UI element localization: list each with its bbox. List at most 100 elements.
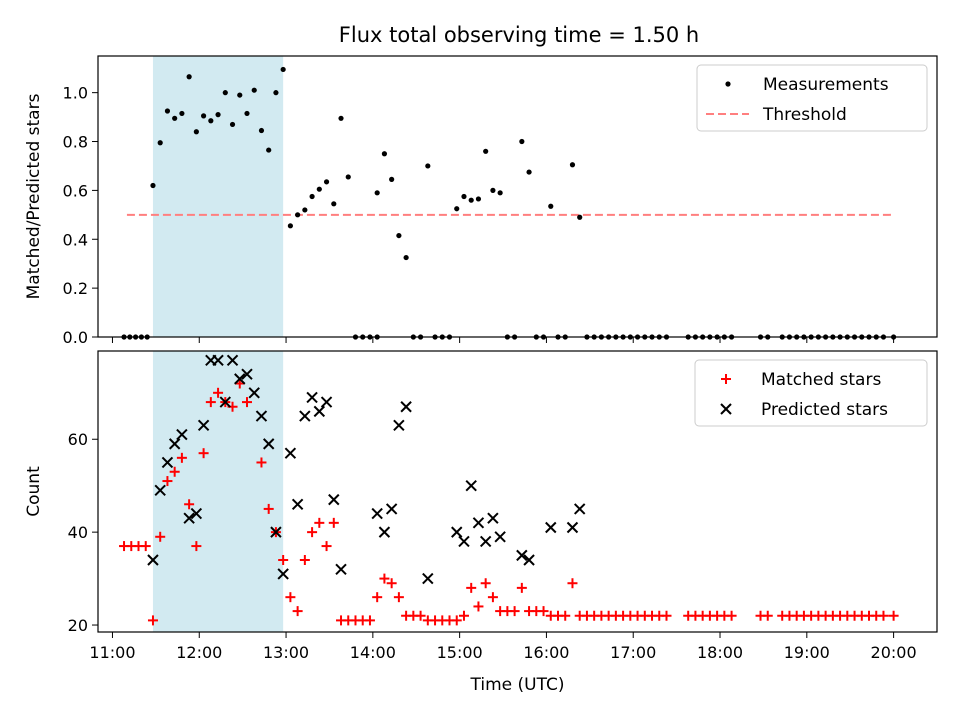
predicted-star-mark-b (262, 438, 275, 450)
measurement-point (316, 186, 322, 192)
predicted-star-point (183, 512, 195, 524)
predicted-star-mark-b (190, 507, 203, 520)
matched-star-point (372, 592, 383, 603)
predicted-star-mark-b (284, 447, 297, 459)
predicted-star-point (234, 373, 246, 385)
predicted-star-mark-b (545, 521, 557, 534)
predicted-star-mark-b (393, 419, 405, 432)
x-tick-label: 15:00 (437, 643, 483, 662)
matched-star-point (415, 610, 426, 621)
predicted-star-point (219, 396, 232, 408)
matched-star-point (364, 615, 375, 626)
predicted-star-mark-b (371, 507, 383, 520)
matched-star-point (314, 517, 325, 528)
measurement-point (345, 174, 351, 180)
matched-star-point (480, 578, 491, 589)
x-tick-label: 14:00 (350, 643, 396, 662)
predicted-star-mark-b (378, 526, 391, 538)
measurement-point (497, 190, 503, 196)
matched-star-point (473, 601, 484, 612)
measurement-point (295, 212, 301, 218)
predicted-star-point (545, 521, 557, 534)
legend-entry-label: Threshold (762, 105, 847, 125)
matched-star-point (213, 387, 224, 398)
matched-star-point (307, 527, 318, 538)
measurement-point (215, 112, 221, 118)
measurement-point (150, 182, 156, 189)
predicted-star-point (262, 438, 275, 450)
measurement-point (266, 147, 272, 153)
predicted-star-mark-b (479, 535, 492, 548)
measurement-point (258, 127, 265, 134)
y-tick-label: 0.0 (63, 328, 88, 347)
x-axis-label: Time (UTC) (470, 675, 565, 695)
matched-star-point (538, 606, 549, 617)
matched-star-point (321, 541, 332, 552)
predicted-star-mark-b (154, 484, 166, 497)
predicted-star-point (176, 428, 188, 441)
predicted-star-mark-b (234, 373, 246, 385)
predicted-star-mark-b (299, 410, 311, 422)
measurement-point (577, 214, 583, 220)
matched-star-point (278, 555, 289, 566)
predicted-star-point (248, 387, 260, 399)
predicted-star-mark-b (465, 479, 477, 492)
measurement-point (222, 90, 228, 96)
predicted-star-mark-b (516, 549, 528, 562)
matched-star-point (155, 531, 166, 542)
matched-star-point (661, 610, 672, 621)
predicted-star-point (212, 354, 224, 366)
measurement-point (526, 169, 532, 175)
measurement-point (374, 190, 380, 196)
measurement-point (548, 203, 554, 209)
predicted-star-point (378, 526, 391, 538)
predicted-star-point (168, 438, 181, 450)
measurement-point (164, 108, 171, 114)
matched-star-point (762, 610, 773, 621)
y-tick-label: 60 (68, 430, 88, 449)
predicted-star-point (147, 554, 159, 566)
predicted-star-point (190, 507, 203, 520)
matched-star-point (147, 615, 158, 626)
predicted-star-mark-b (320, 396, 333, 408)
matched-star-point (458, 610, 469, 621)
matched-star-point (162, 476, 173, 487)
axes-frame (97, 350, 938, 633)
predicted-star-mark-b (270, 526, 282, 538)
legend-entry-label: Matched stars (761, 370, 881, 390)
measurement-point (193, 129, 199, 135)
matched-star-point (241, 397, 252, 408)
predicted-star-mark-b (328, 493, 340, 506)
predicted-star-mark-b (197, 419, 210, 432)
measurement-point (454, 206, 460, 212)
predicted-star-mark-b (183, 512, 195, 524)
predicted-star-point (161, 456, 174, 469)
predicted-star-point (320, 396, 333, 408)
y-tick-label: 1.0 (63, 84, 88, 103)
matched-star-point (328, 517, 339, 528)
predicted-star-point (451, 526, 463, 538)
x-tick-label: 17:00 (610, 643, 656, 662)
predicted-star-point (328, 493, 340, 506)
predicted-star-point (291, 498, 304, 510)
matched-star-point (140, 541, 151, 552)
predicted-star-mark-b (335, 563, 347, 576)
predicted-star-mark-b (226, 354, 239, 366)
x-tick-label: 11:00 (89, 643, 135, 662)
legend-measurement-marker (725, 81, 731, 87)
measurement-point (302, 207, 308, 213)
measurement-point (381, 151, 388, 157)
predicted-star-mark-b (241, 368, 253, 380)
x-tick-label: 18:00 (697, 643, 743, 662)
measurement-point (251, 87, 257, 93)
measurement-point (519, 138, 525, 145)
predicted-star-mark-b (400, 401, 412, 413)
matched-star-point (726, 610, 737, 621)
matched-star-point (393, 592, 404, 603)
measurement-point (179, 110, 185, 117)
predicted-star-mark-b (277, 568, 289, 580)
matched-star-point (509, 606, 520, 617)
y-tick-label: 20 (68, 616, 88, 635)
matched-star-point (205, 397, 216, 408)
